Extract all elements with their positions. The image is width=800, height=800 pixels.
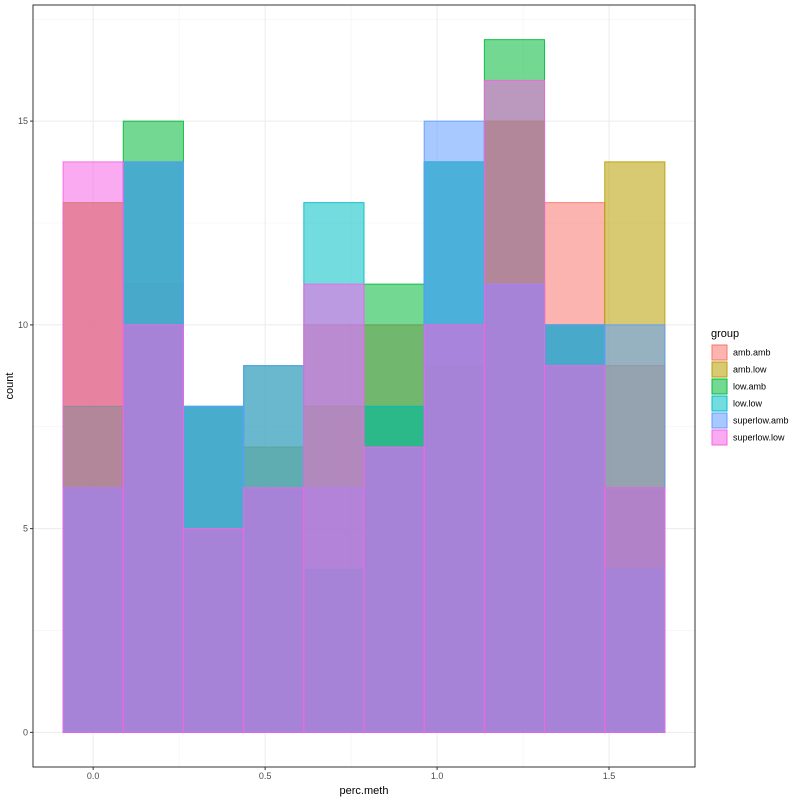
legend: group amb.amb amb.low low.amb low.low superl… [711, 328, 789, 446]
y-axis: 0 5 10 15 [18, 116, 33, 737]
y-tick-label: 5 [23, 524, 28, 534]
y-axis-title: count [4, 373, 16, 400]
x-axis: 0.0 0.5 1.0 1.5 [87, 767, 615, 781]
bar-superlow.low-bin-8 [544, 365, 606, 733]
legend-title: group [711, 328, 739, 340]
y-tick-label: 15 [18, 116, 28, 126]
legend-label-superlow.low: superlow.low [733, 433, 785, 443]
bar-superlow.low-bin-2 [182, 528, 245, 733]
legend-label-low.low: low.low [733, 399, 763, 409]
bar-superlow.low-bin-4 [303, 283, 365, 733]
x-axis-title: perc.meth [340, 785, 389, 797]
plot-panel-border [32, 4, 696, 768]
legend-key-superlow.low [711, 429, 728, 446]
bar-superlow.low-bin-5 [363, 446, 425, 733]
legend-key-low.amb [711, 378, 728, 395]
legend-label-amb.amb: amb.amb [733, 348, 771, 358]
bar-superlow.low-bin-7 [483, 79, 546, 733]
bars-layer [62, 39, 666, 733]
legend-key-amb.amb [711, 344, 728, 361]
bar-superlow.low-bin-1 [122, 324, 184, 733]
bar-superlow.low-bin-9 [604, 487, 666, 733]
legend-key-amb.low [711, 361, 728, 378]
bar-superlow.low-bin-3 [243, 487, 305, 733]
legend-label-superlow.amb: superlow.amb [733, 416, 789, 426]
x-tick-label: 1.0 [431, 771, 444, 781]
x-tick-label: 1.5 [603, 771, 616, 781]
legend-key-low.low [711, 395, 728, 412]
bar-superlow.low-bin-6 [423, 324, 485, 733]
x-tick-label: 0.5 [259, 771, 272, 781]
y-tick-label: 0 [23, 727, 28, 737]
legend-label-low.amb: low.amb [733, 382, 766, 392]
legend-key-superlow.amb [711, 412, 728, 429]
y-tick-label: 10 [18, 320, 28, 330]
x-tick-label: 0.0 [87, 771, 100, 781]
bar-superlow.low-bin-0 [62, 161, 124, 733]
legend-label-amb.low: amb.low [733, 365, 767, 375]
